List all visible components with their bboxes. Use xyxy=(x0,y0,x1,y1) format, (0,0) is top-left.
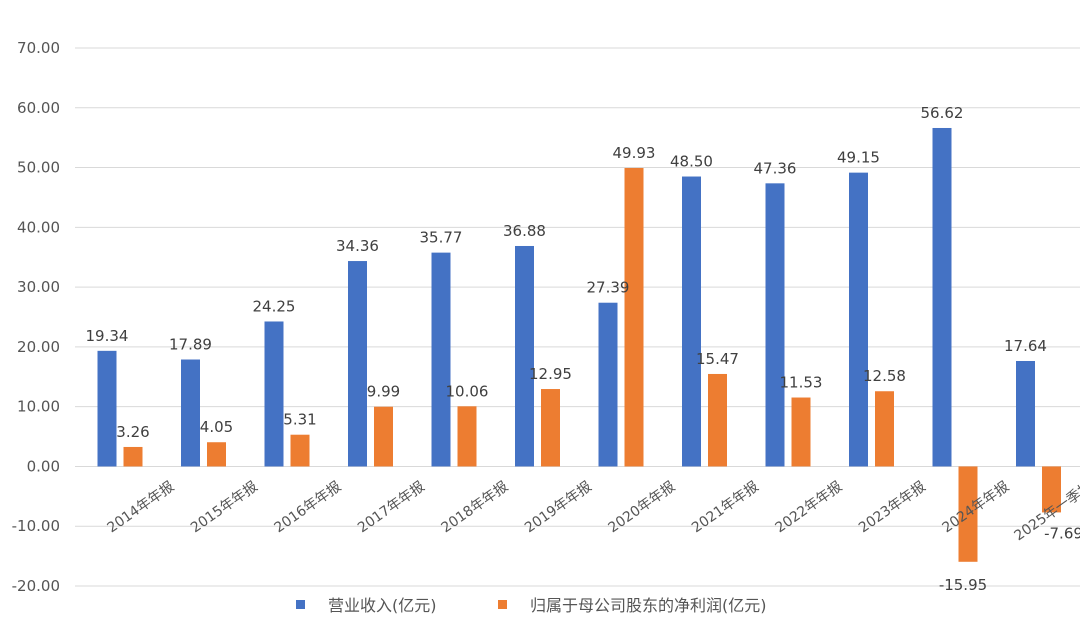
x-tick-label: 2017年年报 xyxy=(355,479,428,537)
legend-swatch xyxy=(296,600,305,609)
legend-swatch xyxy=(498,600,507,609)
revenue-bar xyxy=(431,252,451,467)
y-tick-label: 0.00 xyxy=(27,457,60,475)
net-profit-data-label: 4.05 xyxy=(200,418,233,436)
revenue-data-label: 36.88 xyxy=(503,222,546,240)
gridlines xyxy=(75,47,1080,587)
y-tick-label: 70.00 xyxy=(17,39,60,57)
net-profit-bar xyxy=(207,442,226,467)
legend-label: 归属于母公司股东的净利润(亿元) xyxy=(530,596,767,615)
net-profit-data-label: 11.53 xyxy=(780,374,823,392)
y-tick-label: 20.00 xyxy=(17,338,60,356)
revenue-data-label: 47.36 xyxy=(754,159,797,177)
data-labels: 19.34 3.26 17.89 4.05 24.25 5.31 34.36 9.99 35.7… xyxy=(86,104,1080,594)
y-tick-label: 60.00 xyxy=(17,99,60,117)
y-tick-label: -10.00 xyxy=(12,517,60,535)
x-tick-label: 2020年年报 xyxy=(606,479,679,537)
legend-item-revenue: 营业收入(亿元) xyxy=(296,596,437,615)
legend-item-net-profit: 归属于母公司股东的净利润(亿元) xyxy=(498,596,767,615)
net-profit-data-label: 9.99 xyxy=(367,383,400,401)
y-tick-label: 50.00 xyxy=(17,159,60,177)
legend: 营业收入(亿元) 归属于母公司股东的净利润(亿元) xyxy=(296,596,767,615)
net-profit-data-label: 10.06 xyxy=(446,382,489,400)
bars xyxy=(97,127,1061,562)
net-profit-data-label: 3.26 xyxy=(116,423,149,441)
x-tick-label: 2014年年报 xyxy=(105,479,178,537)
net-profit-bar xyxy=(791,397,811,467)
x-tick-label: 2015年年报 xyxy=(188,479,261,537)
net-profit-bar xyxy=(123,446,143,467)
net-profit-bar xyxy=(958,466,978,562)
revenue-bar xyxy=(264,321,284,467)
revenue-data-label: 34.36 xyxy=(336,237,379,255)
x-axis-tick-labels: 2014年年报 2015年年报 2016年年报 2017年年报 2018年年报 2019年… xyxy=(105,479,1080,545)
revenue-bar xyxy=(932,127,952,467)
net-profit-bar xyxy=(1042,466,1061,513)
revenue-data-label: 17.64 xyxy=(1004,337,1047,355)
y-tick-label: 10.00 xyxy=(17,398,60,416)
net-profit-bar xyxy=(541,389,560,467)
net-profit-data-label: 49.93 xyxy=(613,144,656,162)
revenue-data-label: 35.77 xyxy=(420,229,463,247)
revenue-bar xyxy=(849,172,868,467)
y-tick-label: -20.00 xyxy=(12,577,60,595)
x-tick-label: 2022年年报 xyxy=(773,479,846,537)
net-profit-bar xyxy=(374,406,393,467)
x-tick-label: 2021年年报 xyxy=(689,479,762,537)
net-profit-data-label: 15.47 xyxy=(696,350,739,368)
revenue-bar xyxy=(515,245,534,467)
revenue-data-label: 19.34 xyxy=(86,327,129,345)
revenue-bar xyxy=(348,261,367,467)
y-tick-label: 40.00 xyxy=(17,218,60,236)
net-profit-data-label: 12.95 xyxy=(529,365,572,383)
net-profit-bar xyxy=(290,434,310,467)
x-tick-label: 2016年年报 xyxy=(272,479,345,537)
net-profit-data-label: -15.95 xyxy=(939,576,987,594)
y-axis-tick-labels: -20.00 -10.00 0.00 10.00 20.00 30.00 40.00 50.0… xyxy=(12,39,60,595)
net-profit-data-label: 5.31 xyxy=(283,411,316,429)
revenue-bar xyxy=(765,183,785,467)
revenue-data-label: 48.50 xyxy=(670,153,713,171)
x-tick-label: 2018年年报 xyxy=(439,479,512,537)
x-tick-label: 2023年年报 xyxy=(856,479,929,537)
y-tick-label: 30.00 xyxy=(17,278,60,296)
net-profit-bar xyxy=(708,373,727,467)
revenue-bar xyxy=(97,350,117,467)
revenue-data-label: 56.62 xyxy=(921,104,964,122)
revenue-bar xyxy=(598,302,618,467)
revenue-data-label: 24.25 xyxy=(253,297,296,315)
revenue-bar xyxy=(682,176,701,467)
net-profit-bar xyxy=(624,167,644,467)
revenue-bar xyxy=(1016,360,1035,467)
legend-label: 营业收入(亿元) xyxy=(328,596,437,615)
net-profit-bar xyxy=(457,406,477,467)
revenue-data-label: 17.89 xyxy=(169,336,212,354)
x-tick-label: 2019年年报 xyxy=(522,479,595,537)
revenue-bar xyxy=(181,359,200,467)
net-profit-data-label: -7.69 xyxy=(1044,524,1080,542)
net-profit-data-label: 12.58 xyxy=(863,367,906,385)
revenue-data-label: 49.15 xyxy=(837,149,880,167)
net-profit-bar xyxy=(875,391,894,467)
revenue-data-label: 27.39 xyxy=(587,279,630,297)
